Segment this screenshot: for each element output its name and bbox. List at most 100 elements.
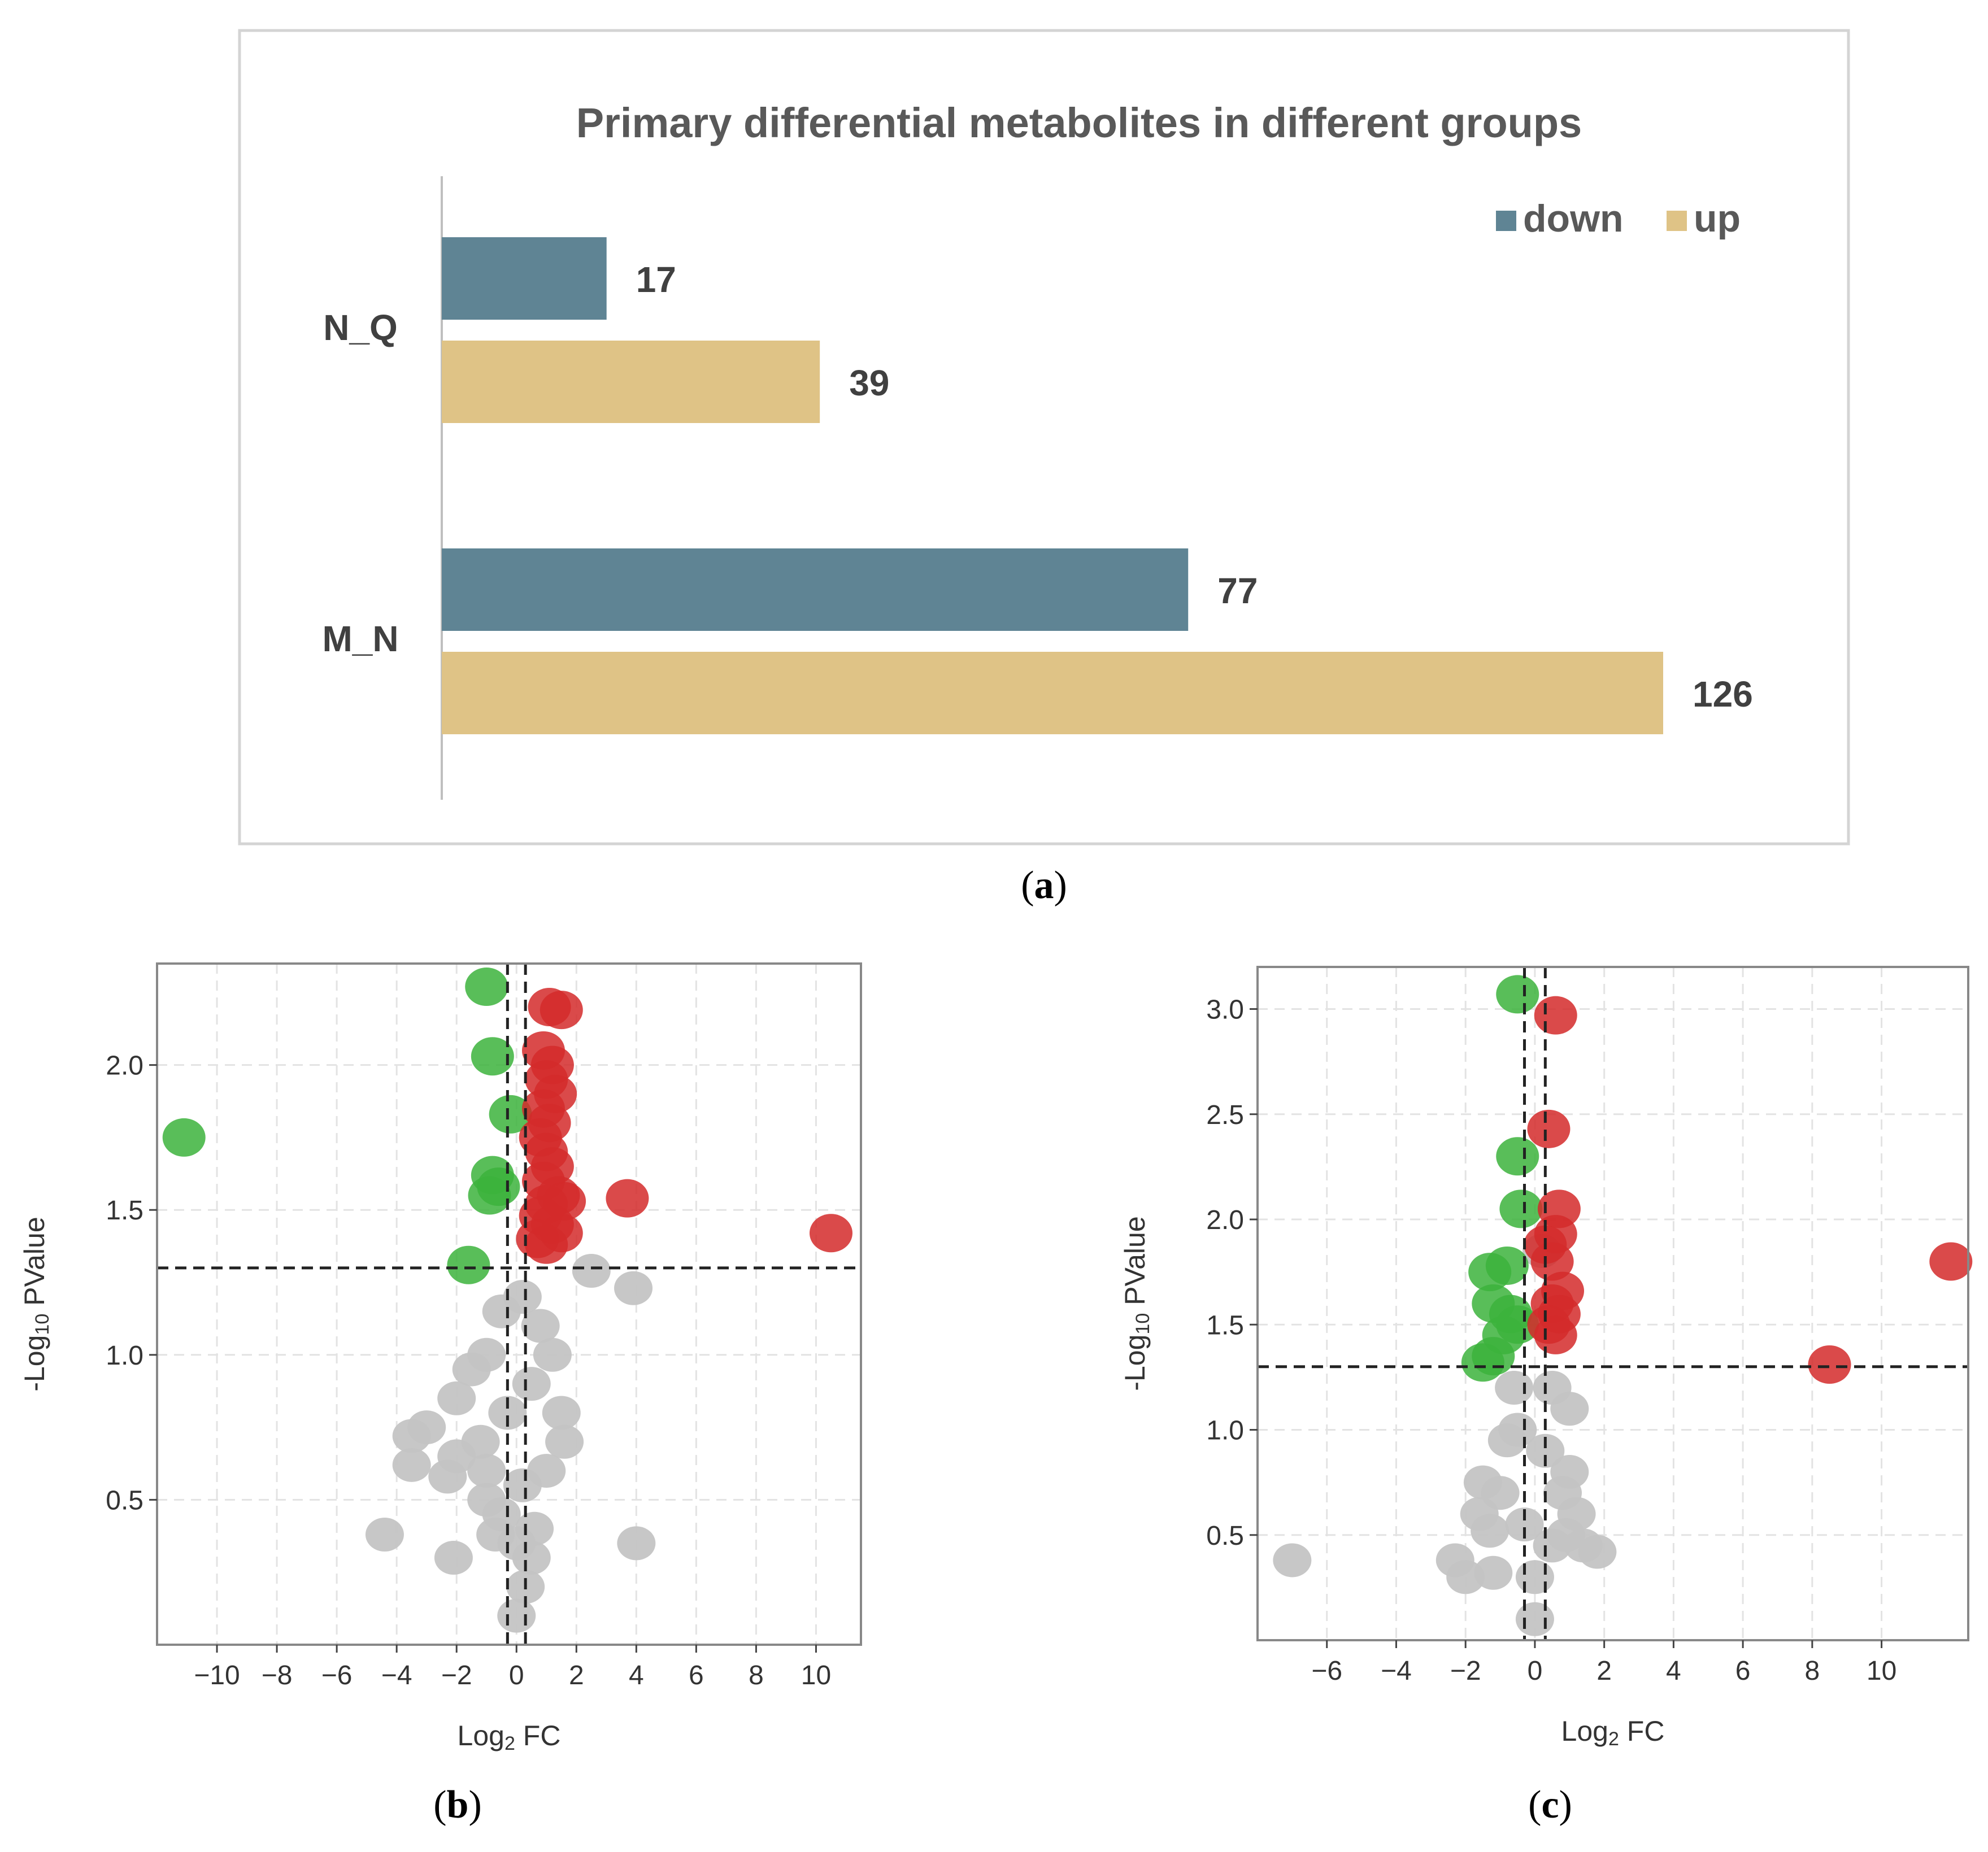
down-point [1499, 1189, 1543, 1228]
x-axis-label-rest: FC [515, 1720, 561, 1751]
plot-frame [1256, 966, 1969, 1641]
panel-label-c: (c) [1528, 1783, 1572, 1827]
y-tick-label: 0.5 [106, 1485, 143, 1515]
ns-point [1474, 1555, 1513, 1590]
plot-area [1258, 967, 1968, 1640]
x-tick-label: 10 [1867, 1656, 1896, 1686]
ns-point [572, 1253, 611, 1288]
ns-point [461, 1424, 500, 1459]
y-axis-label-main: -Log [1119, 1335, 1151, 1391]
ns-point [392, 1448, 431, 1482]
y-tick-label: 2.0 [106, 1051, 143, 1081]
up-point [1530, 1242, 1574, 1281]
x-tick-label: 6 [1735, 1656, 1751, 1686]
y-tick-label: 0.5 [1206, 1521, 1244, 1551]
x-tick-label: 4 [629, 1661, 644, 1690]
ns-point [1526, 1433, 1565, 1468]
ns-point [1273, 1543, 1312, 1578]
category-label-n_q: N_Q [323, 307, 398, 348]
ns-point [542, 1396, 581, 1430]
x-tick-label: 4 [1666, 1656, 1681, 1686]
bar-up-m_n [442, 652, 1663, 734]
down-point [1496, 975, 1539, 1014]
y-axis-label: -Log10 PValue [19, 1217, 53, 1391]
legend-label-up: up [1694, 197, 1741, 240]
y-axis-label: -Log10 PValue [1119, 1216, 1154, 1391]
ns-point [1495, 1371, 1534, 1405]
down-point [447, 1245, 490, 1284]
x-tick-label: 0 [509, 1661, 524, 1690]
ns-point [365, 1517, 404, 1552]
bar-chart: Primary differential metabolites in diff… [322, 99, 1753, 800]
ns-point [434, 1541, 473, 1575]
x-tick-label: 2 [569, 1661, 584, 1690]
up-point [809, 1214, 852, 1253]
x-tick-label: 0 [1528, 1656, 1543, 1686]
ns-point [617, 1526, 656, 1561]
up-point [1929, 1242, 1973, 1281]
ns-point [1487, 1423, 1526, 1458]
up-point [1527, 1109, 1571, 1148]
y-axis-label-rest: PValue [19, 1217, 50, 1313]
y-axis-label-sub: 10 [32, 1314, 53, 1335]
x-axis-label-sub: 2 [1608, 1728, 1619, 1750]
down-point [1485, 1246, 1529, 1285]
bar-value-label: 77 [1217, 570, 1258, 611]
up-point [606, 1179, 649, 1218]
x-tick-label: −2 [441, 1661, 472, 1690]
bar-value-label: 126 [1693, 674, 1753, 714]
x-axis-label-rest: FC [1619, 1715, 1665, 1747]
y-axis-label-sub: 10 [1132, 1313, 1154, 1335]
x-tick-label: −8 [262, 1661, 293, 1690]
bar-chart-title: Primary differential metabolites in diff… [576, 99, 1582, 146]
ns-point [503, 1468, 542, 1502]
ns-point [1564, 1528, 1603, 1563]
legend-label-down: down [1523, 197, 1624, 240]
down-point [162, 1118, 206, 1157]
x-axis-label-main: Log [1561, 1715, 1608, 1747]
down-point [471, 1037, 514, 1076]
category-label-m_n: M_N [322, 618, 398, 659]
bar-down-n_q [442, 237, 607, 320]
ns-point [1550, 1392, 1589, 1426]
up-point [1534, 996, 1577, 1035]
down-point [477, 1167, 520, 1206]
x-axis-label: Log2 FC [1561, 1715, 1665, 1750]
legend-swatch-down [1496, 211, 1516, 231]
up-point [1534, 1315, 1577, 1354]
y-tick-label: 3.0 [1206, 995, 1244, 1025]
x-tick-label: −6 [1311, 1656, 1342, 1686]
x-tick-label: 2 [1597, 1656, 1612, 1686]
x-axis-label-sub: 2 [504, 1733, 515, 1754]
down-point [489, 1095, 532, 1134]
ns-point [515, 1511, 554, 1546]
down-point [1496, 1137, 1539, 1176]
y-tick-label: 1.5 [106, 1196, 143, 1226]
y-axis-label-main: -Log [19, 1335, 50, 1392]
ns-point [482, 1294, 521, 1328]
bar-down-m_n [442, 548, 1189, 631]
panel-label-b: (b) [433, 1783, 482, 1827]
x-axis-label: Log2 FC [458, 1720, 561, 1754]
panel-label-a: (a) [1021, 864, 1067, 907]
ns-point [512, 1541, 551, 1575]
down-point [1461, 1343, 1504, 1382]
y-axis-label-rest: PValue [1119, 1216, 1151, 1313]
x-tick-label: 10 [801, 1661, 831, 1690]
ns-point [467, 1454, 506, 1488]
x-tick-label: −10 [194, 1661, 240, 1690]
down-point [465, 968, 508, 1006]
x-tick-label: −2 [1450, 1656, 1481, 1686]
ns-point [467, 1337, 506, 1372]
ns-point [512, 1367, 551, 1401]
ns-point [533, 1337, 572, 1372]
x-tick-label: −4 [1381, 1656, 1412, 1686]
plot-frame [156, 962, 862, 1646]
y-tick-label: 1.5 [1206, 1310, 1244, 1340]
x-tick-label: 8 [749, 1661, 764, 1690]
y-tick-label: 1.0 [106, 1341, 143, 1371]
x-tick-label: 8 [1805, 1656, 1820, 1686]
